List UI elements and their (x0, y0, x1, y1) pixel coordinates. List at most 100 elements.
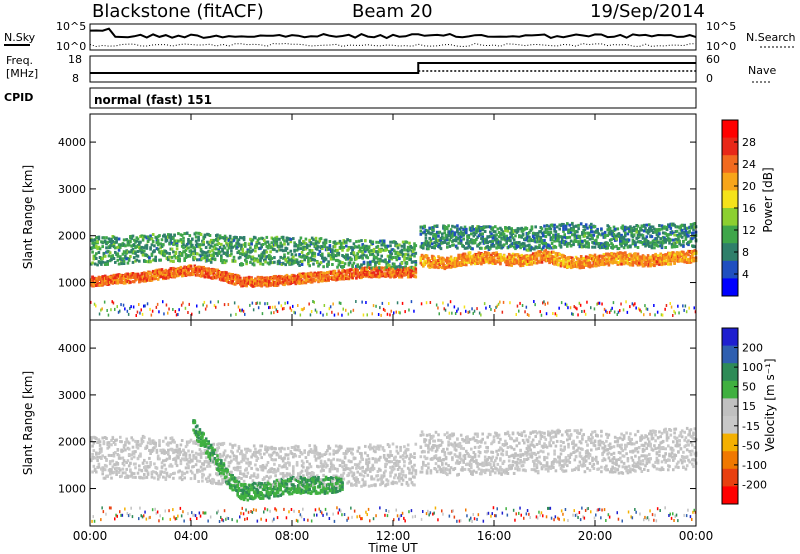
heatmap-cell (406, 275, 410, 279)
heatmap-cell (399, 272, 402, 276)
heatmap-cell (432, 236, 435, 240)
nsky-tick-bottom: 10^0 (56, 40, 86, 53)
heatmap-cell (645, 256, 649, 260)
heatmap-cell (140, 277, 144, 281)
heatmap-cell (500, 228, 503, 232)
heatmap-cell (502, 243, 506, 247)
heatmap-cell (490, 307, 492, 311)
heatmap-cell (372, 249, 376, 253)
heatmap-cell (612, 252, 616, 256)
heatmap-cell (337, 241, 341, 245)
heatmap-cell (250, 240, 253, 243)
heatmap-cell (270, 311, 272, 315)
heatmap-cell (597, 232, 601, 236)
heatmap-cell (401, 270, 405, 273)
heatmap-cell (116, 252, 120, 256)
heatmap-cell (145, 278, 149, 282)
heatmap-cell (360, 254, 363, 258)
heatmap-cell (563, 233, 566, 237)
heatmap-cell (680, 224, 684, 227)
heatmap-cell (457, 307, 459, 311)
heatmap-cell (505, 240, 508, 244)
heatmap-cell (362, 260, 366, 264)
heatmap-cell (168, 242, 171, 246)
heatmap-cell (430, 246, 434, 249)
heatmap-cell (314, 239, 318, 243)
heatmap-cell (549, 231, 553, 234)
heatmap-cell (646, 307, 649, 311)
heatmap-cell (487, 252, 491, 255)
heatmap-cell (319, 311, 322, 315)
heatmap-cell (177, 239, 180, 243)
heatmap-cell (641, 236, 645, 240)
heatmap-cell (251, 301, 254, 305)
heatmap-cell (355, 300, 357, 303)
cpid-panel (89, 87, 697, 109)
heatmap-cell (396, 254, 400, 258)
heatmap-cell (158, 234, 161, 238)
heatmap-cell (304, 272, 308, 276)
heatmap-cell (196, 252, 199, 256)
heatmap-cell (536, 235, 540, 239)
heatmap-cell (476, 307, 478, 311)
heatmap-cell (169, 269, 173, 273)
heatmap-cell (620, 262, 623, 266)
heatmap-cell (490, 235, 493, 238)
heatmap-cell (382, 241, 386, 245)
heatmap-cell (634, 254, 637, 258)
nsky-label: N.Sky (4, 31, 36, 44)
heatmap-cell (156, 277, 160, 281)
heatmap-cell (249, 237, 252, 241)
heatmap-cell (395, 258, 399, 262)
heatmap-cell (150, 313, 153, 317)
heatmap-cell (196, 242, 199, 246)
heatmap-cell (640, 310, 642, 314)
heatmap-cell (401, 253, 405, 257)
heatmap-cell (467, 234, 471, 238)
heatmap-cell (583, 239, 587, 243)
heatmap-cell (514, 258, 517, 262)
heatmap-cell (150, 243, 154, 247)
heatmap-cell (232, 255, 236, 259)
heatmap-cell (376, 269, 380, 273)
heatmap-cell (382, 243, 386, 247)
heatmap-cell (322, 274, 325, 278)
heatmap-cell (410, 300, 413, 304)
heatmap-cell (204, 271, 208, 275)
heatmap-cell (505, 262, 508, 266)
heatmap-cell (668, 225, 671, 229)
heatmap-cell (515, 243, 519, 247)
heatmap-cell (357, 250, 361, 254)
heatmap-cell (497, 302, 500, 306)
heatmap-cell (463, 252, 467, 256)
heatmap-cell (635, 230, 638, 234)
heatmap-cell (105, 236, 108, 240)
heatmap-cell (346, 270, 349, 274)
nsearch-tick-top: 10^5 (706, 20, 736, 33)
heatmap-cell (215, 247, 218, 251)
heatmap-cell (600, 227, 603, 231)
heatmap-cell (255, 302, 257, 305)
heatmap-cell (237, 244, 241, 248)
heatmap-cell (617, 246, 621, 250)
heatmap-cell (567, 306, 569, 310)
heatmap-cell (244, 244, 247, 248)
heatmap-cell (274, 236, 277, 240)
heatmap-cell (571, 233, 574, 237)
heatmap-cell (462, 245, 465, 248)
nsearch-tick-bottom: 10^0 (706, 40, 736, 53)
heatmap-cell (539, 237, 543, 241)
heatmap-cell (143, 249, 146, 253)
heatmap-cell (204, 246, 208, 249)
heatmap-cell (481, 228, 484, 232)
heatmap-cell (675, 240, 679, 244)
heatmap-cell (552, 312, 554, 315)
heatmap-cell (680, 228, 684, 232)
heatmap-cell (456, 309, 458, 313)
heatmap-cell (106, 240, 109, 244)
heatmap-cell (645, 235, 649, 239)
heatmap-cell (211, 257, 214, 261)
heatmap-cell (220, 256, 223, 260)
heatmap-cell (430, 231, 434, 235)
heatmap-cell (132, 305, 135, 309)
